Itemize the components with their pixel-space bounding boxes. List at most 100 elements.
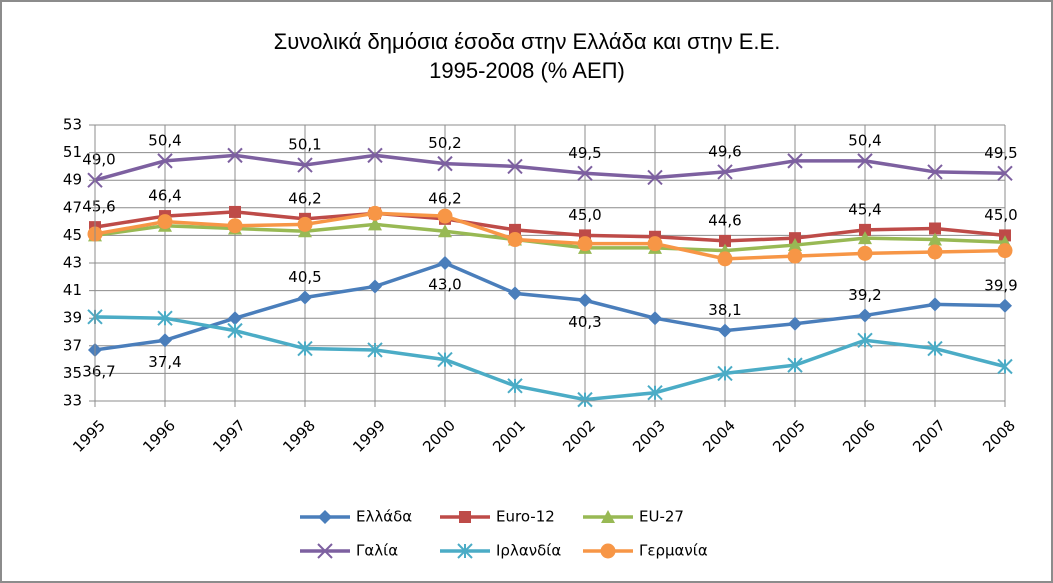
marker	[647, 385, 663, 401]
marker-part	[857, 245, 873, 261]
marker-part	[157, 153, 173, 169]
marker-part	[601, 510, 615, 523]
chart-title: Συνολικά δημόσια έσοδα στην Ελλάδα και σ…	[274, 29, 781, 54]
marker-part	[578, 293, 592, 308]
legend-label: Γαλία	[356, 542, 398, 560]
marker	[459, 511, 471, 523]
data-label: 40,5	[288, 268, 321, 286]
marker-part	[647, 385, 663, 401]
data-label: 50,1	[288, 136, 321, 154]
data-label: 50,4	[848, 131, 881, 149]
y-tick-label: 47	[63, 198, 82, 216]
data-label: 49,0	[82, 151, 115, 169]
marker	[928, 232, 942, 246]
marker	[787, 153, 803, 169]
marker	[717, 365, 733, 382]
data-label: 49,6	[708, 142, 741, 160]
data-label: 39,2	[848, 286, 881, 304]
marker-part	[297, 216, 313, 232]
data-label: 46,2	[288, 189, 321, 207]
marker-part	[718, 323, 732, 338]
marker	[577, 165, 593, 182]
marker-part	[719, 234, 731, 247]
series-line	[94, 222, 1006, 253]
marker	[857, 245, 873, 261]
marker	[158, 333, 172, 348]
marker	[438, 224, 452, 238]
marker	[787, 357, 803, 373]
data-label: 49,5	[984, 144, 1017, 162]
marker	[997, 358, 1013, 375]
marker-part	[600, 543, 616, 559]
marker-part	[997, 243, 1013, 259]
marker-part	[227, 322, 243, 339]
marker-part	[157, 214, 173, 230]
data-label: 37,4	[148, 353, 181, 371]
data-label: 50,4	[148, 131, 181, 149]
y-tick-label: 53	[63, 116, 82, 134]
marker	[368, 217, 382, 231]
marker-part	[929, 222, 941, 235]
marker	[227, 218, 243, 234]
marker-part	[717, 164, 733, 180]
data-label: 46,2	[428, 189, 461, 207]
data-label: 44,6	[708, 211, 741, 229]
marker	[367, 205, 383, 221]
marker	[998, 298, 1012, 313]
marker-part	[507, 378, 523, 394]
y-tick-label: 37	[63, 336, 82, 354]
marker	[927, 164, 943, 180]
marker-part	[648, 311, 662, 326]
marker-part	[717, 365, 733, 382]
marker	[719, 234, 731, 247]
marker	[858, 308, 872, 323]
legend-label: Ιρλανδία	[496, 542, 561, 560]
marker	[227, 322, 243, 339]
marker	[507, 232, 523, 248]
marker	[717, 164, 733, 180]
marker	[859, 223, 871, 236]
marker-part	[788, 238, 802, 252]
marker	[368, 279, 382, 294]
marker	[438, 256, 452, 270]
legend-label: Γερμανία	[639, 542, 708, 560]
marker-part	[787, 248, 803, 264]
marker	[647, 236, 663, 252]
marker	[788, 238, 802, 252]
marker-part	[158, 333, 172, 348]
marker-part	[647, 169, 663, 186]
marker-part	[298, 290, 312, 305]
marker	[318, 510, 332, 524]
marker	[437, 351, 453, 368]
marker-part	[857, 153, 873, 169]
marker	[298, 290, 312, 305]
legend-label: Ελλάδα	[356, 508, 412, 526]
legend-label: Euro-12	[496, 508, 555, 526]
marker	[857, 153, 873, 169]
marker	[648, 311, 662, 326]
y-tick-label: 45	[63, 226, 82, 244]
marker-part	[318, 510, 332, 524]
marker-part	[997, 165, 1013, 182]
data-label: 36,7	[82, 362, 115, 380]
y-tick-label: 39	[63, 309, 82, 327]
marker-part	[858, 308, 872, 323]
marker	[718, 323, 732, 338]
marker-part	[997, 358, 1013, 375]
marker-part	[437, 208, 453, 224]
marker-part	[227, 147, 243, 164]
marker	[857, 332, 873, 348]
marker-part	[229, 205, 241, 218]
y-tick-label: 51	[63, 143, 82, 161]
series-line	[94, 210, 1006, 243]
marker	[367, 147, 383, 164]
marker-part	[508, 286, 522, 301]
marker-part	[368, 217, 382, 231]
marker	[297, 157, 313, 173]
marker-part	[927, 164, 943, 180]
marker	[927, 340, 943, 357]
marker-part	[317, 543, 333, 559]
y-tick-label: 33	[63, 392, 82, 410]
marker	[577, 236, 593, 252]
